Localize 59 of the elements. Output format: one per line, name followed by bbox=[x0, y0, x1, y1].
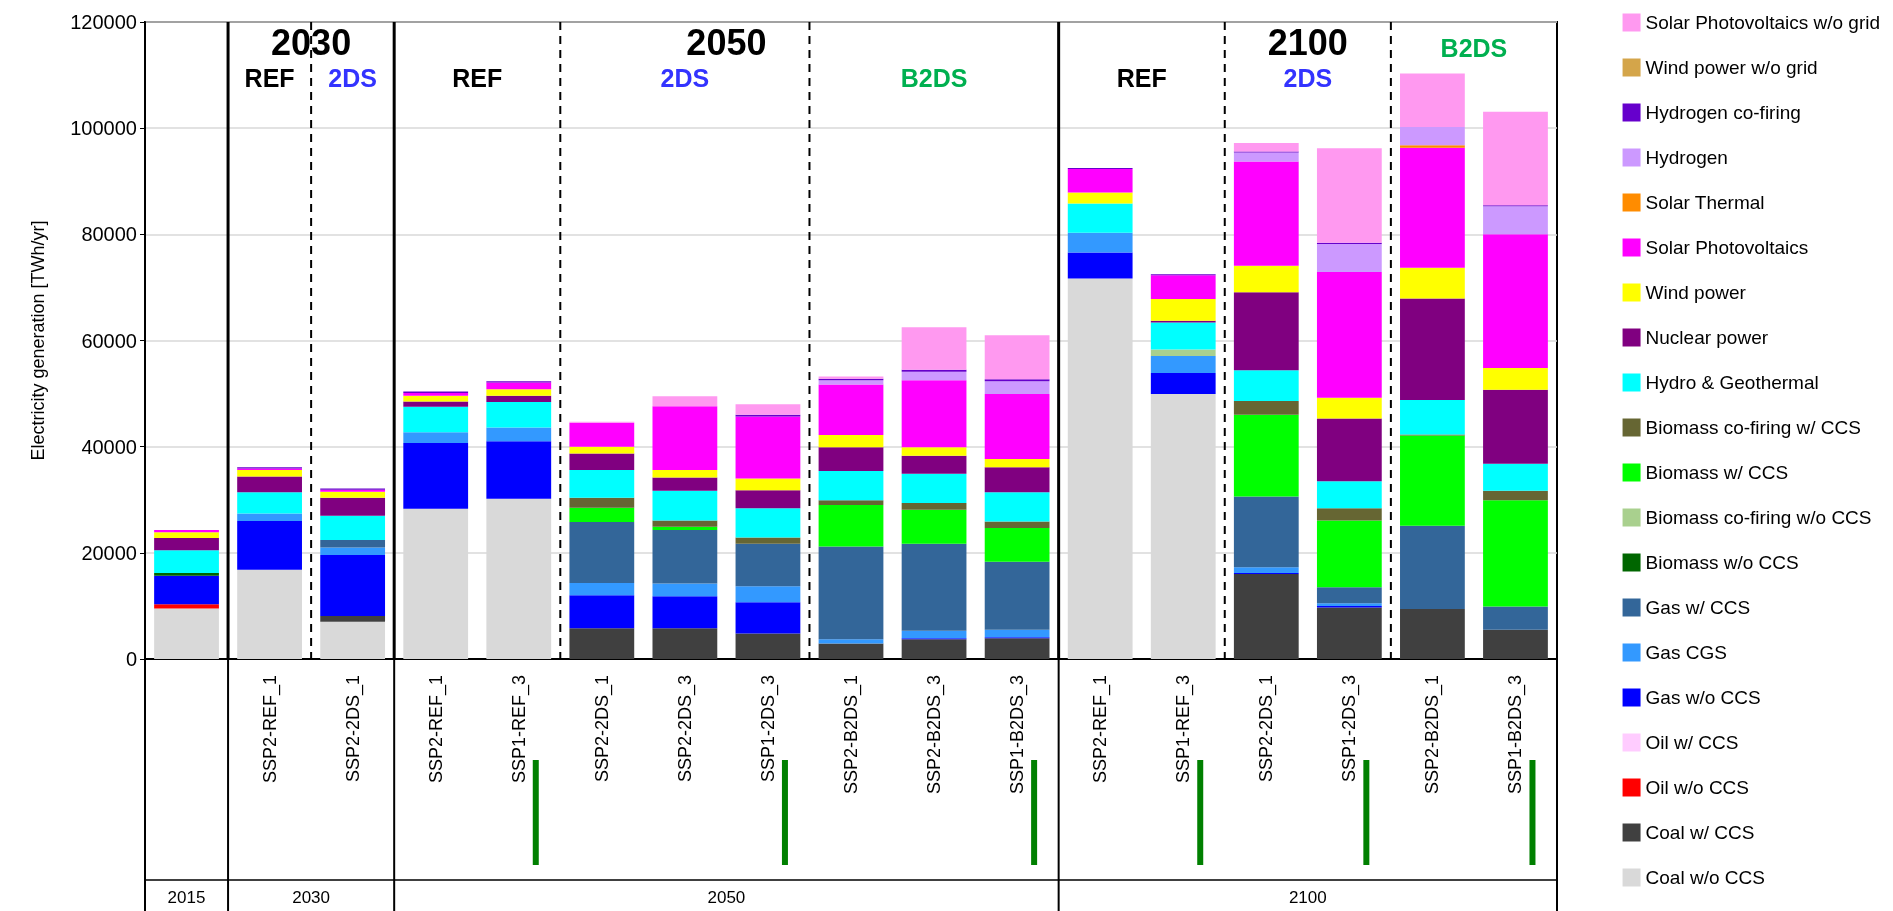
legend-label: Biomass co-firing w/o CCS bbox=[1645, 507, 1872, 528]
legend-label: Oil w/ CCS bbox=[1645, 732, 1739, 753]
legend-label: Biomass co-firing w/ CCS bbox=[1645, 417, 1861, 438]
legend-label: Solar Photovoltaics bbox=[1645, 237, 1809, 258]
y-tick-label: 120000 bbox=[70, 11, 137, 33]
legend-label: Biomass w/o CCS bbox=[1645, 552, 1799, 573]
text: 2030 bbox=[292, 887, 331, 907]
y-tick-label: 100000 bbox=[70, 117, 137, 140]
x-tick-label: SSP2-B2DS_1 bbox=[841, 675, 862, 795]
legend-label: Gas w/ CCS bbox=[1645, 597, 1751, 618]
annotation: 2050 bbox=[686, 21, 767, 63]
annotation: 2030 bbox=[271, 21, 352, 63]
legend-label: Solar Thermal bbox=[1645, 192, 1765, 213]
annotation: 2DS bbox=[660, 64, 710, 92]
text: 2015 bbox=[167, 887, 206, 907]
text: 2100 bbox=[1288, 887, 1327, 907]
annotation: B2DS bbox=[1440, 34, 1508, 62]
legend-label: Oil w/o CCS bbox=[1645, 777, 1750, 798]
annotation: 2100 bbox=[1267, 21, 1348, 63]
legend-label: Hydrogen co-firing bbox=[1645, 102, 1801, 123]
annotation: B2DS bbox=[900, 64, 968, 92]
annotation: REF bbox=[1116, 64, 1167, 92]
annotation: 2DS bbox=[1283, 64, 1333, 92]
legend-label: Coal w/o CCS bbox=[1645, 867, 1765, 888]
legend-label: Hydrogen bbox=[1645, 147, 1728, 168]
x-tick-label: SSP1-2DS_3 bbox=[1339, 675, 1361, 783]
x-tick-label: SSP1-B2DS_3 bbox=[1007, 675, 1029, 795]
annotation: REF bbox=[244, 64, 295, 92]
legend-label: Coal w/ CCS bbox=[1645, 822, 1755, 843]
x-tick-label: SSP1-REF_3 bbox=[1173, 675, 1195, 784]
x-tick-label: SSP2-B2DS_1 bbox=[1422, 675, 1444, 795]
legend-label: Wind power bbox=[1645, 282, 1747, 303]
y-tick-label: 60000 bbox=[81, 329, 137, 352]
x-tick-label: SSP1-2DS_3 bbox=[757, 675, 779, 783]
x-tick-label: SSP2-REF_1 bbox=[1090, 675, 1112, 784]
legend-label: Nuclear power bbox=[1645, 327, 1769, 348]
x-tick-label: SSP2-REF_1 bbox=[259, 675, 281, 784]
x-tick-label: SSP2-2DS_1 bbox=[591, 675, 613, 783]
legend-label: Biomass w/ CCS bbox=[1645, 462, 1789, 483]
legend-label: Gas CGS bbox=[1645, 642, 1727, 663]
legend-label: Solar Photovoltaics w/o grid bbox=[1645, 12, 1881, 33]
x-tick-label: SSP2-2DS_3 bbox=[674, 675, 696, 783]
legend-label: Gas w/o CCS bbox=[1645, 687, 1761, 708]
y-axis-title: Electricity generation [TWh/yr] bbox=[28, 220, 48, 461]
x-tick-label: SSP2-REF_1 bbox=[425, 675, 447, 784]
legend-label: Hydro & Geothermal bbox=[1645, 372, 1819, 393]
annotation: 2DS bbox=[328, 64, 377, 92]
x-tick-label: SSP1-REF_3 bbox=[508, 675, 530, 784]
annotation: REF bbox=[452, 64, 503, 92]
text: 2050 bbox=[707, 887, 746, 907]
y-tick-label: 0 bbox=[125, 648, 137, 670]
y-tick-label: 80000 bbox=[81, 223, 137, 246]
x-tick-label: SSP2-B2DS_3 bbox=[924, 675, 946, 795]
y-tick-label: 40000 bbox=[81, 435, 137, 458]
x-tick-label: SSP1-B2DS_3 bbox=[1505, 675, 1527, 795]
x-tick-label: SSP2-2DS_1 bbox=[1256, 675, 1278, 783]
legend-label: Wind power w/o grid bbox=[1645, 57, 1818, 78]
y-tick-label: 20000 bbox=[81, 541, 137, 564]
x-tick-label: SSP2-2DS_1 bbox=[342, 675, 364, 783]
